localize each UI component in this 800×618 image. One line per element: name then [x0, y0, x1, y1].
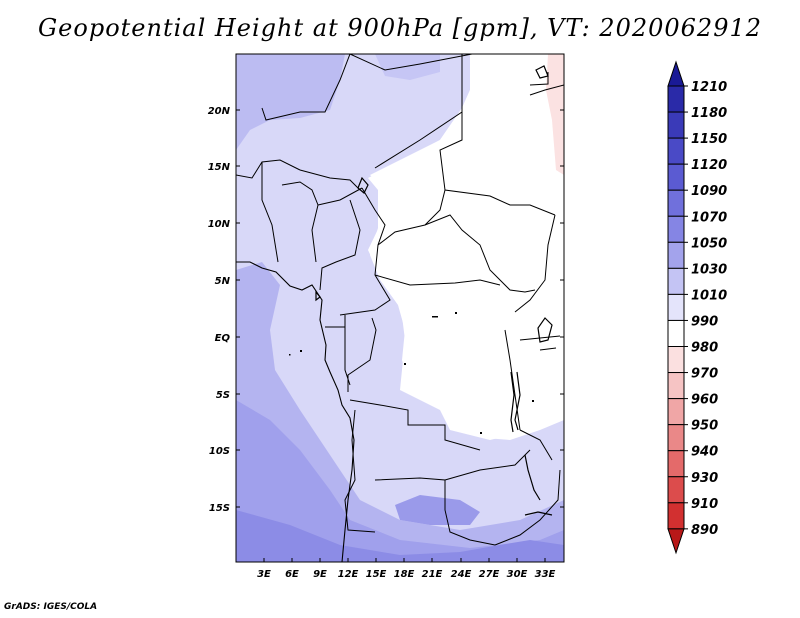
colorbar-label: 910	[691, 497, 718, 512]
colorbar-label: 1180	[691, 106, 727, 121]
map-title: Geopotential Height at 900hPa [gpm], VT:…	[38, 14, 762, 42]
lon-label-21e: 21E	[422, 569, 443, 580]
lon-label-15e: 15E	[366, 569, 387, 580]
colorbar-label: 1210	[691, 80, 727, 95]
colorbar: 1210 1180 1150 1120 1090 1070 1050 1030 1010 990 9…	[667, 60, 727, 555]
lat-label-eq: EQ	[215, 333, 231, 344]
colorbar-segment	[667, 163, 685, 191]
lat-label-15n: 15N	[208, 162, 231, 173]
field-1030-sahara	[375, 54, 440, 80]
map-panel	[236, 54, 564, 562]
field-990-redsea	[546, 54, 564, 175]
colorbar-label: 980	[691, 341, 718, 356]
colorbar-label: 940	[691, 445, 718, 460]
field-1030-coast	[236, 54, 345, 150]
lon-axis	[263, 558, 546, 562]
colorbar-label: 1030	[691, 262, 727, 277]
lat-label-5n: 5N	[215, 276, 231, 287]
lat-label-10n: 10N	[208, 219, 231, 230]
lon-label-18e: 18E	[394, 569, 415, 580]
colorbar-label: 1010	[691, 288, 727, 303]
colorbar-label: 1150	[691, 132, 727, 147]
field-1050-south	[236, 400, 564, 562]
lon-labels: 3E 6E 9E 12E 15E 18E 21E 24E 27E 30E 33E	[257, 569, 555, 580]
lon-label-24e: 24E	[451, 569, 472, 580]
lat-label-20n: 20N	[208, 106, 231, 117]
colorbar-segment	[667, 319, 685, 348]
colorbar-segment	[667, 85, 685, 113]
field-1070-south	[236, 510, 564, 562]
colorbar-bottom-arrow	[667, 528, 685, 555]
lon-label-6e: 6E	[285, 569, 299, 580]
lon-label-9e: 9E	[313, 569, 327, 580]
small-water-bodies	[289, 312, 534, 434]
colorbar-segment	[667, 111, 685, 139]
colorbar-label: 960	[691, 393, 718, 408]
lakes	[315, 65, 553, 516]
colorbar-segment	[667, 137, 685, 165]
lon-label-3e: 3E	[257, 569, 271, 580]
lat-label-10s: 10S	[209, 446, 230, 457]
colorbar-label: 1090	[691, 184, 727, 199]
lon-label-27e: 27E	[479, 569, 500, 580]
lat-labels: 20N 15N 10N 5N EQ 5S 10S 15S	[208, 106, 231, 514]
lat-label-5s: 5S	[216, 390, 230, 401]
country-borders	[236, 54, 564, 546]
colorbar-label: 930	[691, 471, 718, 486]
colorbar-segment	[667, 293, 685, 321]
lat-label-15s: 15S	[209, 503, 230, 514]
colorbar-label: 1070	[691, 210, 727, 225]
colorbar-segment	[667, 189, 685, 217]
colorbar-segment	[667, 502, 685, 530]
colorbar-label: 890	[691, 523, 718, 538]
colorbar-label: 970	[691, 367, 718, 382]
colorbar-segment	[667, 372, 685, 400]
colorbar-label: 1120	[691, 158, 727, 173]
field-1050-kalahari	[395, 495, 480, 525]
grads-credit: GrADS: IGES/COLA	[4, 602, 98, 612]
colorbar-segment	[667, 241, 685, 269]
colorbar-label: 950	[691, 419, 718, 434]
colorbar-label: 990	[691, 314, 718, 329]
colorbar-segment	[667, 450, 685, 478]
colorbar-top-arrow	[667, 60, 685, 87]
colorbar-segment	[667, 424, 685, 452]
colorbar-segment	[667, 215, 685, 243]
lat-axis	[236, 109, 564, 508]
lon-label-33e: 33E	[535, 569, 556, 580]
coastline	[236, 261, 355, 562]
field-white-interior	[368, 54, 564, 440]
colorbar-segment	[667, 267, 685, 295]
colorbar-label: 1050	[691, 236, 727, 251]
colorbar-segment	[667, 476, 685, 504]
colorbar-segment	[667, 398, 685, 426]
lon-label-30e: 30E	[507, 569, 528, 580]
lon-label-12e: 12E	[338, 569, 359, 580]
map-frame	[235, 53, 565, 563]
colorbar-segment	[667, 346, 685, 374]
